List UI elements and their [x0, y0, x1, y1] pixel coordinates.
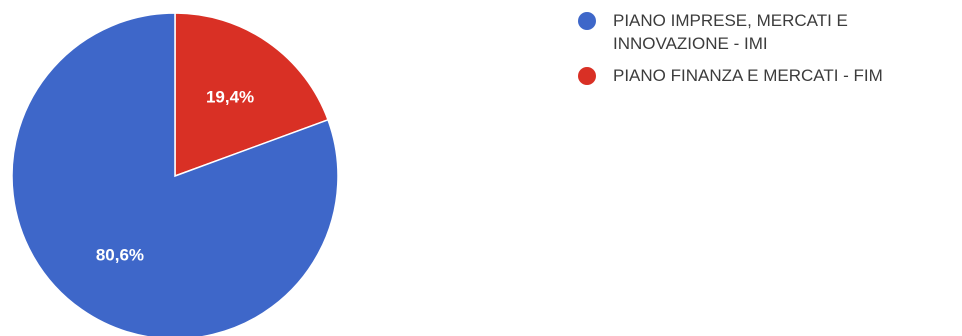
legend-label-fim: PIANO FINANZA E MERCATI - FIM [613, 66, 883, 85]
chart-legend: PIANO IMPRESE, MERCATI E INNOVAZIONE - I… [575, 9, 962, 96]
pie-slice-label-1: 80,6% [96, 245, 144, 264]
pie-slice-1[interactable] [11, 12, 339, 336]
legend-item-imi[interactable]: PIANO IMPRESE, MERCATI E INNOVAZIONE - I… [575, 9, 962, 55]
pie-chart-canvas: 19,4% 80,6% [11, 12, 339, 336]
legend-label-imi: PIANO IMPRESE, MERCATI E INNOVAZIONE - I… [613, 11, 848, 53]
pie-slice-0[interactable] [174, 12, 329, 178]
legend-item-fim[interactable]: PIANO FINANZA E MERCATI - FIM [575, 64, 962, 87]
pie-slice-label-0: 19,4% [206, 88, 254, 107]
legend-swatch-fim-icon [578, 67, 596, 85]
legend-swatch-imi-icon [578, 12, 596, 30]
